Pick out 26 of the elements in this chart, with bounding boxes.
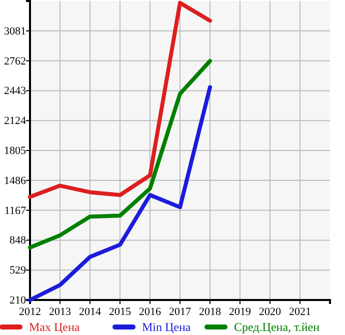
line-series xyxy=(28,85,212,302)
x-tick-label: 2020 xyxy=(259,306,282,318)
legend-label: Min Цена xyxy=(142,320,192,334)
y-tick-label: 1167 xyxy=(4,204,26,217)
y-tick-label: 3081 xyxy=(4,25,26,38)
line-series xyxy=(28,0,212,199)
y-tick-label: 2124 xyxy=(4,115,26,128)
y-tick-label: 529 xyxy=(10,264,26,277)
x-tick-label: 2013 xyxy=(49,306,72,318)
x-tick-label: 2018 xyxy=(199,306,222,318)
line-series xyxy=(28,58,212,250)
y-tick-label: 1486 xyxy=(4,174,26,187)
x-tick-label: 2016 xyxy=(139,306,162,318)
y-tick-label: 1805 xyxy=(4,145,26,158)
x-tick-label: 2014 xyxy=(79,306,102,318)
x-tick-label: 2012 xyxy=(19,306,41,318)
x-tick-label: 2019 xyxy=(229,306,252,318)
x-tick-label: 2017 xyxy=(169,306,192,318)
y-tick-label: 2762 xyxy=(4,55,26,68)
x-tick-label: 2021 xyxy=(289,306,311,318)
y-tick-label: 2443 xyxy=(4,85,26,98)
y-tick-label: 210 xyxy=(10,294,26,307)
legend-label: Max Цена xyxy=(29,320,80,334)
y-tick-label: 848 xyxy=(10,234,26,247)
x-tick-label: 2015 xyxy=(109,306,132,318)
legend-label: Сред.Цена, т.йен xyxy=(234,320,320,334)
